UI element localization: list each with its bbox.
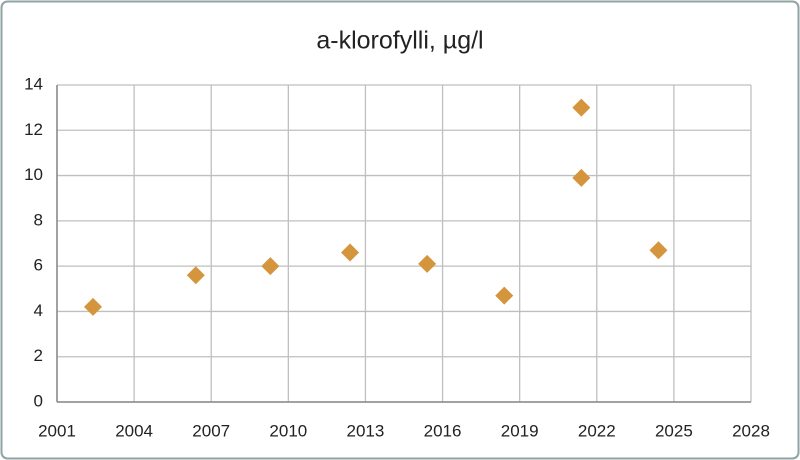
y-tick-label: 12 xyxy=(24,120,43,139)
y-tick-label: 2 xyxy=(34,346,43,365)
x-tick-label: 2013 xyxy=(347,421,385,440)
x-tick-label: 2001 xyxy=(38,421,76,440)
point xyxy=(418,254,437,273)
x-tick-label: 2025 xyxy=(655,421,693,440)
point xyxy=(572,98,591,117)
y-tick-label: 8 xyxy=(34,210,43,229)
y-tick-label: 4 xyxy=(34,301,43,320)
point xyxy=(186,266,205,285)
point xyxy=(341,243,360,262)
x-tick-label: 2010 xyxy=(269,421,307,440)
y-tick-label: 14 xyxy=(24,74,43,93)
x-tick-label: 2019 xyxy=(501,421,539,440)
point xyxy=(261,257,280,276)
x-tick-label: 2028 xyxy=(732,421,770,440)
y-tick-label: 0 xyxy=(34,391,43,410)
x-tick-label: 2016 xyxy=(424,421,462,440)
y-tick-label: 10 xyxy=(24,165,43,184)
point xyxy=(495,286,514,305)
x-tick-label: 2007 xyxy=(192,421,230,440)
x-tick-label: 2004 xyxy=(115,421,153,440)
point xyxy=(572,168,591,187)
point xyxy=(83,297,102,316)
chart-title: a-klorofylli, µg/l xyxy=(316,27,483,55)
point xyxy=(649,241,668,260)
y-tick-label: 6 xyxy=(34,256,43,275)
x-tick-label: 2022 xyxy=(578,421,616,440)
